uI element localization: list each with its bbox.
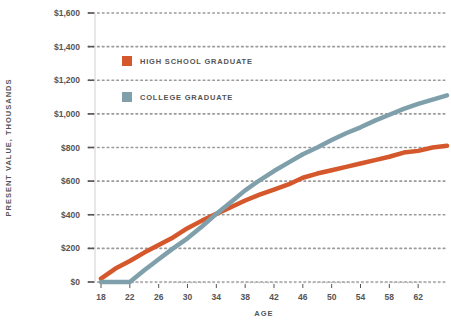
x-tick	[274, 284, 275, 288]
x-tick	[245, 284, 246, 288]
series-line	[101, 95, 447, 282]
series-line	[101, 146, 447, 279]
y-tick	[88, 147, 94, 149]
x-tick	[302, 284, 303, 288]
grid-line	[88, 147, 447, 149]
plot-area	[101, 95, 447, 282]
y-tick	[88, 46, 94, 48]
y-tick-label: $200	[61, 243, 80, 253]
y-tick	[88, 248, 94, 250]
x-tick-label: 54	[356, 292, 366, 302]
y-tick	[88, 79, 94, 81]
y-tick	[88, 180, 94, 182]
x-tick-label: 42	[269, 292, 279, 302]
x-tick	[129, 284, 130, 288]
x-tick	[187, 284, 188, 288]
x-tick-label: 38	[240, 292, 250, 302]
x-tick	[331, 284, 332, 288]
legend-label: COLLEGE GRADUATE	[140, 93, 233, 102]
x-tick	[158, 284, 159, 288]
legend-label: HIGH SCHOOL GRADUATE	[140, 57, 253, 66]
y-tick	[88, 12, 94, 14]
y-tick-label: $1,200	[54, 75, 80, 85]
legend-swatch	[122, 92, 132, 102]
chart-container: $0 $200 $400 $600 $800 $1,000 $1,200 $1,400 $1,6…	[0, 0, 451, 323]
x-tick-label: 62	[413, 292, 423, 302]
y-tick-label: $1,000	[54, 109, 80, 119]
x-tick-label: 22	[125, 292, 135, 302]
y-tick-label: $800	[61, 143, 80, 153]
grid-line	[88, 248, 447, 250]
y-tick	[88, 113, 94, 115]
x-tick-label: 26	[154, 292, 164, 302]
x-axis-line	[101, 282, 447, 284]
x-tick-label: 30	[183, 292, 193, 302]
x-tick-label: 46	[298, 292, 308, 302]
grid-line	[88, 281, 447, 283]
legend-swatch	[122, 56, 132, 66]
grid-line	[88, 180, 447, 182]
x-tick	[389, 284, 390, 288]
x-tick-label: 58	[385, 292, 395, 302]
grid-line	[88, 12, 447, 14]
x-tick	[101, 284, 102, 288]
x-tick	[216, 284, 217, 288]
y-axis-line	[95, 13, 96, 282]
y-tick-label: $400	[61, 210, 80, 220]
x-tick	[418, 284, 419, 288]
grid-line	[88, 214, 447, 216]
y-tick	[88, 281, 94, 283]
chart-svg: $0 $200 $400 $600 $800 $1,000 $1,200 $1,400 $1,6…	[0, 0, 451, 323]
y-tick-label: $600	[61, 176, 80, 186]
x-tick-label: 18	[96, 292, 106, 302]
y-tick-label: $1,600	[54, 8, 80, 18]
y-axis-label: PRESENT VALUE, THOUSANDS	[4, 78, 13, 216]
x-tick-label: 50	[327, 292, 337, 302]
grid-line	[88, 79, 447, 81]
y-tick-label: $1,400	[54, 42, 80, 52]
grid-line	[88, 46, 447, 48]
x-axis-label: AGE	[254, 309, 273, 318]
y-tick	[88, 214, 94, 216]
x-tick	[360, 284, 361, 288]
x-tick-label: 34	[212, 292, 222, 302]
y-tick-label: $0	[71, 277, 81, 287]
